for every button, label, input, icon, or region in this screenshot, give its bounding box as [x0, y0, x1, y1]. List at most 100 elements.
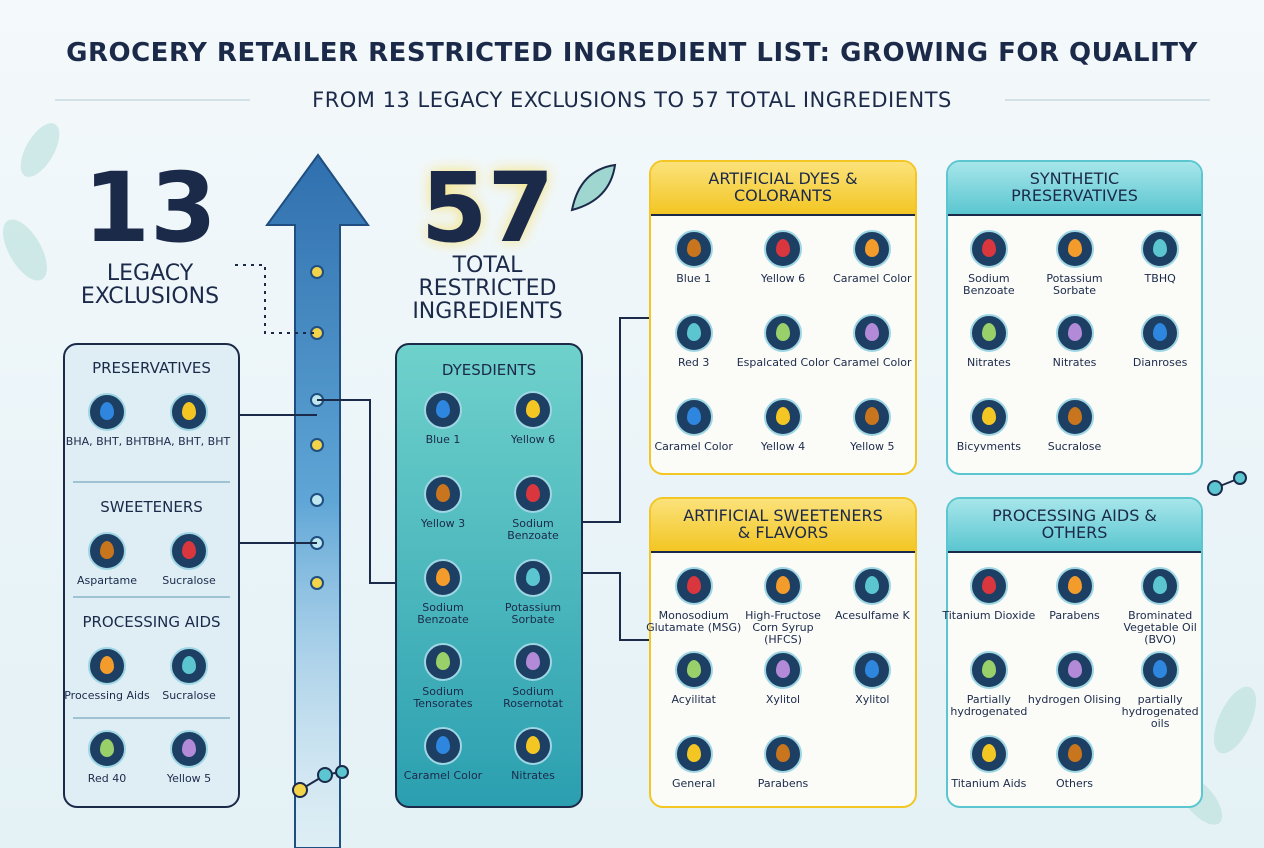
ingredient-label: Monosodium Glutamate (MSG) — [646, 609, 742, 635]
category-panel: PROCESSING AIDS & OTHERS Titanium Dioxide… — [942, 497, 1203, 808]
icon — [853, 567, 892, 605]
icon — [674, 230, 713, 268]
icon — [674, 567, 713, 605]
icon — [1141, 651, 1180, 689]
icon-glyph — [526, 400, 540, 418]
icon-glyph — [981, 660, 996, 678]
ingredient: Nitrates — [1027, 314, 1123, 369]
icon — [674, 398, 713, 436]
icon-glyph — [182, 656, 196, 674]
ingredient-label: Nitrates — [511, 769, 555, 782]
icon-glyph — [776, 323, 790, 341]
ingredient: Yellow 5 — [141, 730, 237, 785]
icon — [764, 230, 802, 268]
ingredient: Yellow 4 — [735, 398, 831, 453]
group-heading: SWEETENERS — [100, 498, 203, 516]
icon-glyph — [436, 736, 450, 754]
icon — [764, 314, 802, 352]
icon — [1055, 314, 1094, 352]
icon-glyph — [1067, 660, 1082, 678]
icon — [1141, 314, 1180, 352]
ingredient-label: Blue 1 — [676, 272, 712, 285]
ingredient: Sodium Benzoate — [941, 230, 1037, 297]
ingredient-label: Potassium Sorbate — [504, 601, 562, 627]
ingredient-label: Others — [1056, 777, 1093, 790]
ingredient-label: Acesulfame K — [834, 609, 910, 622]
icon-glyph — [865, 660, 880, 678]
icon — [514, 559, 552, 597]
ingredient: Nitrates — [941, 314, 1037, 369]
icon-glyph — [436, 652, 450, 670]
ingredient-label: partially hydrogenated oils — [1121, 693, 1199, 731]
ingredient-label: Sucralose — [1047, 440, 1102, 453]
icon — [764, 567, 802, 605]
icon-glyph — [1153, 660, 1168, 678]
ingredient-label: TBHQ — [1144, 272, 1176, 285]
ingredient: Blue 1 — [646, 230, 742, 285]
icon-glyph — [776, 239, 790, 257]
icon-glyph — [776, 744, 790, 762]
ingredient: Xylitol — [824, 651, 920, 706]
panel-heading: DYESDIENTS — [441, 361, 537, 379]
ingredient-label: Yellow 5 — [850, 440, 895, 453]
icon-glyph — [1067, 407, 1082, 425]
icon — [424, 475, 462, 513]
ingredient-label: Caramel Color — [833, 272, 912, 285]
icon — [1055, 651, 1094, 689]
ingredient: Sucralose — [141, 647, 237, 702]
icon-glyph — [436, 400, 450, 418]
icon-glyph — [526, 568, 540, 586]
icon — [424, 643, 462, 681]
icon-glyph — [981, 744, 996, 762]
icon-glyph — [1153, 576, 1168, 594]
ingredient-label: Brominated Vegetable Oil (BVO) — [1123, 609, 1197, 647]
category-panel: ARTIFICIAL DYES & COLORANTS Blue 1 Yellow … — [649, 160, 917, 475]
icon-glyph — [100, 541, 114, 559]
ingredient-label: Acyilitat — [671, 693, 716, 706]
icon-glyph — [776, 576, 790, 594]
icon — [424, 391, 462, 429]
ingredient-label: hydrogen Olising — [1027, 693, 1122, 706]
ingredient-label: Aspartame — [76, 574, 138, 587]
ingredient-label: Red 3 — [677, 356, 710, 369]
icon-glyph — [526, 736, 540, 754]
icon — [170, 647, 208, 685]
ingredient-label: High-Fructose Corn Syrup (HFCS) — [745, 609, 821, 647]
icon — [969, 230, 1008, 268]
icon-glyph — [981, 407, 996, 425]
ingredient: Bicyvments — [941, 398, 1037, 453]
icon-glyph — [100, 656, 114, 674]
icon — [1055, 735, 1094, 773]
group-heading: PROCESSING AIDS — [82, 613, 221, 631]
category-title: ARTIFICIAL SWEETENERS & FLAVORS — [651, 499, 915, 553]
icon — [88, 393, 126, 431]
icon-glyph — [1067, 239, 1082, 257]
icon-glyph — [100, 402, 114, 420]
legacy-label: LEGACY EXCLUSIONS — [80, 261, 220, 310]
icon-glyph — [981, 323, 996, 341]
ingredient: Dianroses — [1112, 314, 1208, 369]
ingredient: High-Fructose Corn Syrup (HFCS) — [735, 567, 831, 646]
category-title: SYNTHETIC PRESERVATIVES — [948, 162, 1201, 216]
category-title: ARTIFICIAL DYES & COLORANTS — [651, 162, 915, 216]
icon-glyph — [182, 541, 196, 559]
ingredient: Sodium Tensorates — [395, 643, 491, 710]
icon — [674, 735, 713, 773]
ingredient: Yellow 6 — [485, 391, 581, 446]
ingredient-label: General — [671, 777, 716, 790]
icon — [969, 735, 1008, 773]
ingredient-label: Dianroses — [1132, 356, 1188, 369]
ingredient: partially hydrogenated oils — [1112, 651, 1208, 730]
ingredient: Espalcated Color — [735, 314, 831, 369]
ingredient: Acesulfame K — [824, 567, 920, 622]
ingredient: Aspartame — [59, 532, 155, 587]
ingredient: Parabens — [735, 735, 831, 790]
icon-glyph — [436, 568, 450, 586]
icon-glyph — [981, 576, 996, 594]
icon-glyph — [100, 739, 114, 757]
ingredient-label: Nitrates — [1052, 356, 1097, 369]
icon — [853, 314, 892, 352]
category-title: PROCESSING AIDS & OTHERS — [948, 499, 1201, 553]
